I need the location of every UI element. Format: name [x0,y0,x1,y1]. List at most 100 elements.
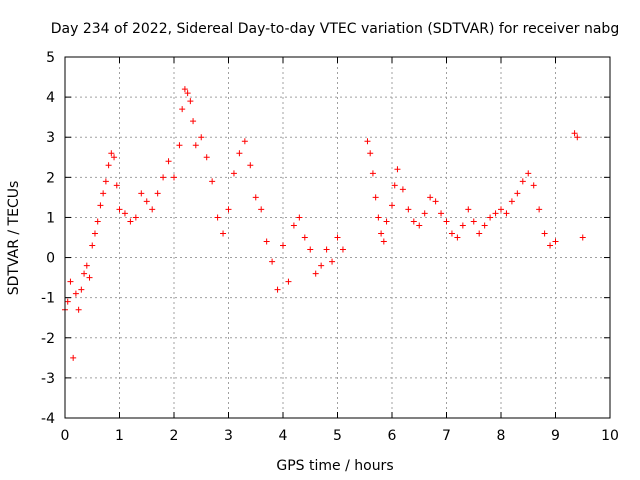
data-point [154,190,161,197]
y-tick-label: 4 [46,90,55,106]
y-tick-label: 1 [46,210,55,226]
data-point [378,230,385,237]
x-tick-label: 4 [279,428,288,444]
data-point [72,290,79,297]
data-point [81,270,88,277]
data-point [165,158,172,165]
x-tick-label: 9 [551,428,560,444]
data-point [67,278,74,285]
data-point [525,170,532,177]
data-point [171,174,177,181]
data-point [410,218,417,225]
data-point [285,278,292,285]
data-point [108,150,115,157]
data-point [443,218,450,225]
data-point [91,230,98,237]
data-point [508,198,515,205]
data-point [307,246,314,253]
y-tick-label: 3 [46,130,55,146]
data-point [258,206,265,213]
data-point [225,206,232,213]
data-point [312,270,319,277]
data-point [421,210,428,217]
data-point [427,194,434,201]
data-point [552,238,559,245]
data-point [574,134,581,141]
data-point [190,118,197,125]
data-point [364,138,371,145]
data-point [536,206,543,213]
data-point [530,182,537,189]
data-point [454,234,461,241]
y-tick-label: -2 [41,331,55,347]
data-point [383,218,390,225]
x-tick-labels: 0 1 2 3 4 5 6 7 8 9 10 [61,428,619,444]
data-points [62,86,586,361]
data-point [391,182,398,189]
data-point [394,166,401,173]
x-tick-label: 10 [601,428,619,444]
data-point [70,354,77,361]
y-tick-label: -4 [41,411,55,427]
data-point [192,142,199,149]
data-point [367,150,374,157]
data-point [296,214,303,221]
data-point [380,238,387,245]
data-point [301,234,308,241]
data-point [290,222,297,229]
data-point [372,194,379,201]
data-point [97,202,104,209]
data-point [138,190,145,197]
data-point [252,194,259,201]
axis-ticks [64,56,611,419]
data-point [220,230,227,237]
data-point [203,154,210,161]
data-point [241,138,248,145]
data-point [389,202,395,209]
data-point [318,262,325,269]
data-point [416,222,423,229]
y-tick-label: 0 [46,251,55,267]
data-point [498,206,504,213]
x-axis-label: GPS time / hours [276,458,393,474]
chart-title: Day 234 of 2022, Sidereal Day-to-day VTE… [51,21,619,37]
data-point [75,306,82,313]
data-point [503,210,510,217]
x-tick-label: 3 [224,428,233,444]
data-point [111,154,118,161]
data-point [64,298,71,305]
data-point [121,210,128,217]
data-point [176,142,183,149]
data-point [89,242,96,249]
data-point [323,246,330,253]
data-point [432,198,439,205]
data-point [329,258,336,265]
data-point [399,186,406,193]
data-point [127,218,134,225]
data-point [184,90,191,97]
data-point [143,198,150,205]
x-tick-label: 5 [333,428,342,444]
data-point [263,238,270,245]
data-point [247,162,254,169]
x-tick-label: 0 [61,428,70,444]
data-point [487,214,494,221]
data-point [438,210,445,217]
data-point [334,234,341,241]
data-point [269,258,276,265]
data-point [476,230,483,237]
data-point [405,206,412,213]
x-tick-label: 6 [388,428,397,444]
data-point [214,214,221,221]
data-point [459,222,466,229]
data-point [274,286,281,293]
data-point [541,230,548,237]
data-point [209,178,216,185]
data-point [105,162,112,169]
data-point [514,190,521,197]
data-point [571,130,578,137]
y-tick-label: 2 [46,170,55,186]
data-point [94,218,101,225]
x-tick-label: 8 [497,428,506,444]
